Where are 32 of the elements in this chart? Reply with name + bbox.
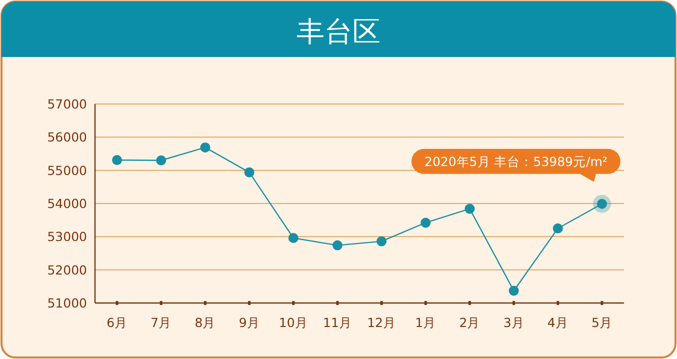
y-tick-label: 52000 <box>47 262 88 278</box>
y-tick-label: 54000 <box>47 196 88 211</box>
x-tick-label: 8月 <box>194 315 216 330</box>
point <box>288 232 298 243</box>
point <box>552 223 563 234</box>
point <box>112 155 122 166</box>
x-tick-label: 11月 <box>323 315 352 330</box>
y-tick-label: 57000 <box>47 96 88 112</box>
x-tick-label: 2月 <box>459 315 480 330</box>
x-tick-label: 10月 <box>278 315 308 330</box>
point <box>332 240 342 250</box>
x-tick-label: 9月 <box>238 315 260 330</box>
point <box>464 204 475 214</box>
x-tick-label: 1月 <box>415 315 436 330</box>
y-tick-label: 56000 <box>47 130 88 145</box>
chart-title: 丰台区 <box>296 15 380 48</box>
x-tick-label: 7月 <box>150 315 172 330</box>
x-tick-label: 6月 <box>106 315 128 330</box>
annotation: 2020年5月 丰台：53989元/m² <box>424 154 608 169</box>
x-tick-label: 5月 <box>591 315 612 330</box>
point <box>420 218 431 228</box>
x-tick-label: 3月 <box>503 315 524 330</box>
x-tick-label: 4月 <box>547 315 568 330</box>
point <box>156 155 166 166</box>
point <box>376 236 387 246</box>
point <box>200 142 210 152</box>
x-tick-label: 12月 <box>367 315 396 330</box>
point <box>508 286 519 296</box>
y-tick-label: 51000 <box>47 296 88 310</box>
y-tick-label: 55000 <box>47 162 88 178</box>
point <box>244 167 254 178</box>
y-tick-label: 53000 <box>47 229 88 244</box>
